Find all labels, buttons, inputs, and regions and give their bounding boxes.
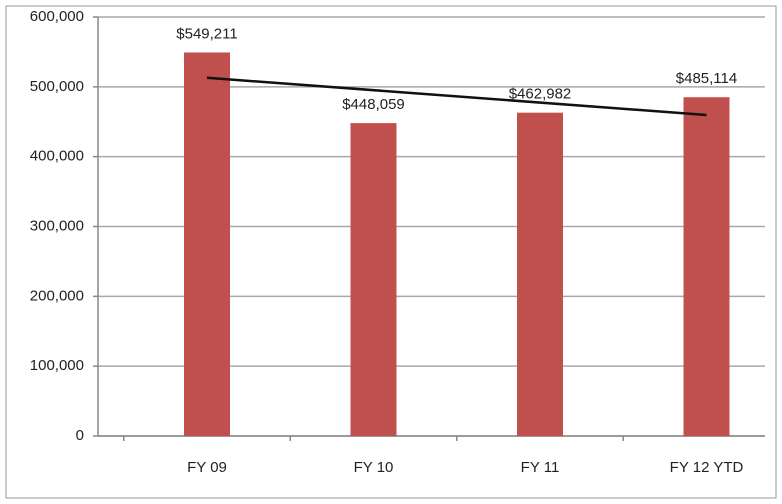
bar [517,112,563,436]
trend-line [206,76,707,117]
y-tick-label: 500,000 [30,78,84,95]
data-label: $462,982 [509,86,572,103]
y-tick-label: 300,000 [30,217,84,234]
y-tick-label: 100,000 [30,357,84,374]
data-label: $485,114 [676,70,737,87]
data-label: $448,059 [342,96,405,113]
bar [350,123,397,436]
x-tick-label: FY 12 YTD [670,459,744,476]
data-label: $549,211 [176,25,237,42]
y-tick-label: 600,000 [30,8,84,25]
y-tick-label: 0 [76,427,84,444]
y-tick-label: 200,000 [30,287,84,304]
y-tick-label: 400,000 [30,148,84,165]
bar [683,97,730,436]
x-tick-label: FY 11 [521,459,560,476]
x-tick-label: FY 10 [354,459,394,476]
x-tick-label: FY 09 [187,459,227,476]
bar [184,52,230,436]
